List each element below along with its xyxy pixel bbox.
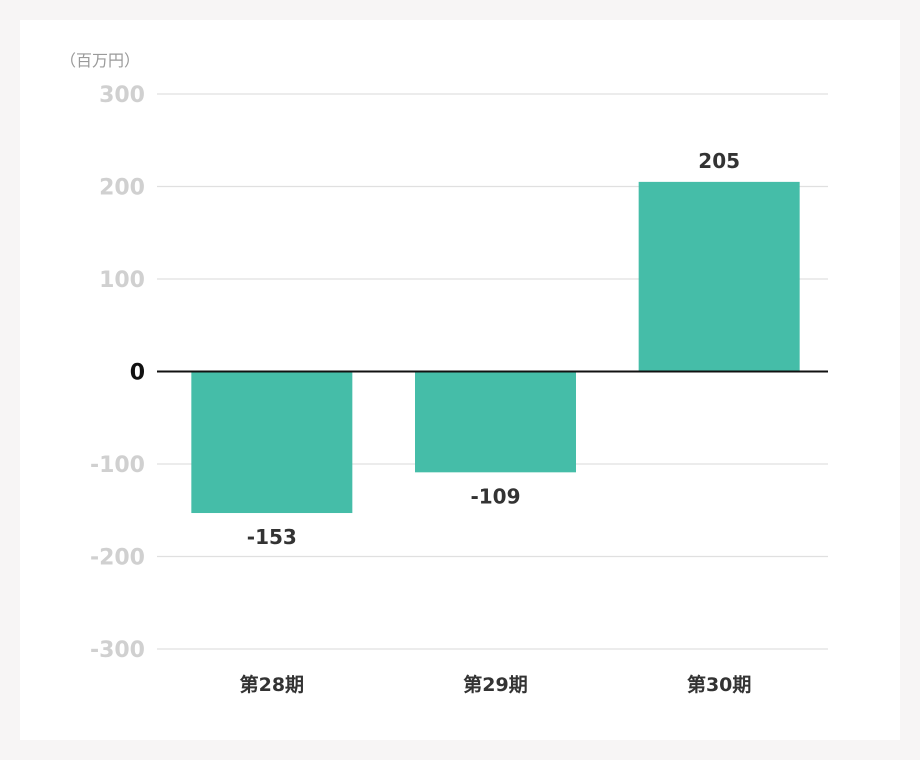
y-tick-label: 100 (99, 268, 145, 293)
y-tick-label: 0 (130, 361, 145, 386)
data-label: -153 (247, 525, 297, 549)
data-label: -109 (470, 484, 520, 508)
bar (191, 371, 353, 514)
unit-label: （百万円） (60, 51, 140, 70)
bars (191, 181, 800, 514)
chart-card: （百万円） 300 200 100 0 -100 -200 -300 -153 -109 205… (20, 20, 900, 740)
data-label: 205 (698, 149, 740, 173)
bar-chart: （百万円） 300 200 100 0 -100 -200 -300 -153 -109 205… (60, 51, 828, 696)
y-tick-label: 300 (99, 83, 145, 108)
x-tick-label: 第29期 (463, 673, 527, 696)
bar (638, 181, 800, 372)
y-tick-label: -300 (90, 638, 145, 663)
x-tick-label: 第28期 (240, 673, 304, 696)
data-labels: -153 -109 205 (247, 149, 740, 549)
y-axis-ticks: 300 200 100 0 -100 -200 -300 (90, 83, 145, 663)
x-axis-ticks: 第28期 第29期 第30期 (240, 673, 752, 696)
bar (415, 371, 576, 473)
y-tick-label: -100 (90, 453, 145, 478)
y-tick-label: 200 (99, 176, 145, 201)
x-tick-label: 第30期 (687, 673, 751, 696)
y-tick-label: -200 (90, 546, 145, 571)
